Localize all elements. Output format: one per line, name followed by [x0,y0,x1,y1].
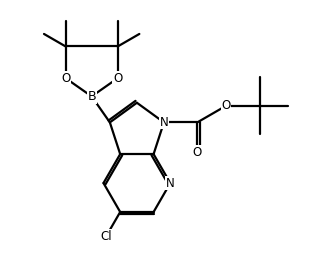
Text: Cl: Cl [100,230,112,243]
Text: N: N [160,116,168,129]
Text: N: N [166,176,175,190]
Text: O: O [193,146,202,159]
Text: B: B [87,90,96,103]
Text: O: O [113,72,122,85]
Text: O: O [221,99,231,112]
Text: O: O [61,72,70,85]
